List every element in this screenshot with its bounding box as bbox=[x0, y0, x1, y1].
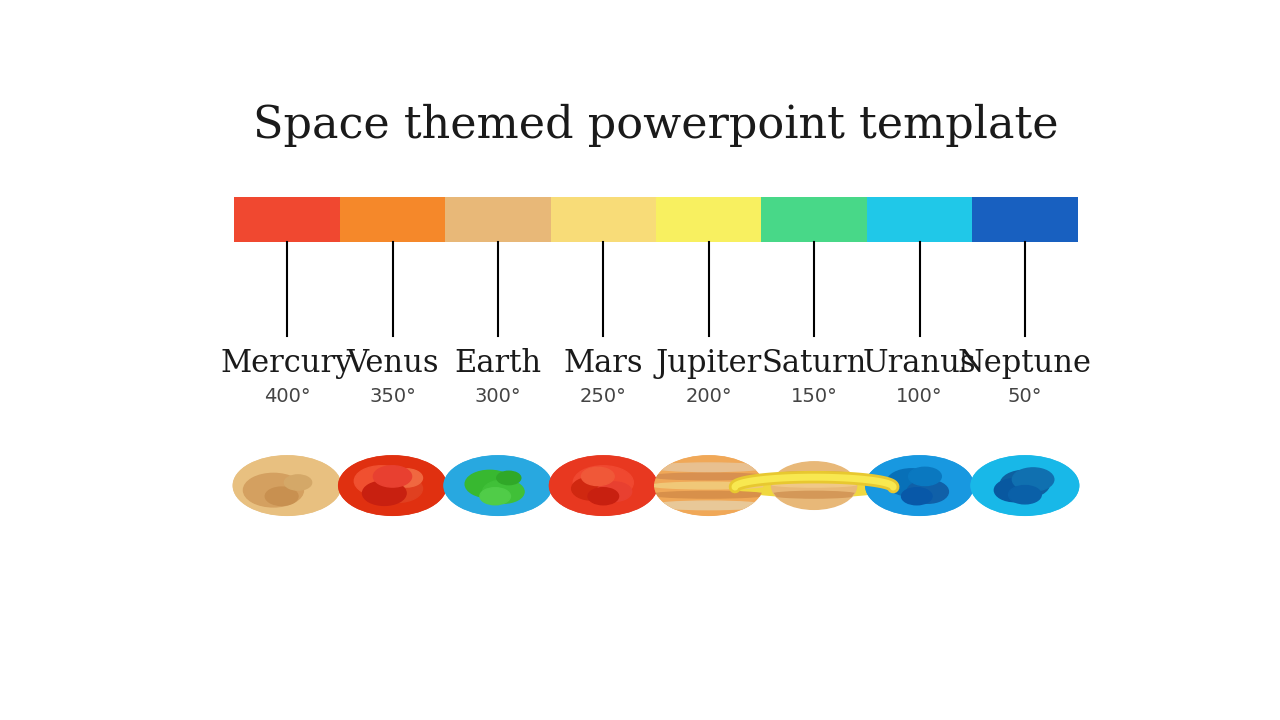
Ellipse shape bbox=[771, 481, 858, 487]
Text: 250°: 250° bbox=[580, 387, 627, 406]
Ellipse shape bbox=[771, 491, 858, 498]
Circle shape bbox=[362, 481, 406, 505]
Circle shape bbox=[497, 471, 521, 485]
Circle shape bbox=[887, 469, 936, 496]
Text: Venus: Venus bbox=[346, 348, 439, 379]
Text: Mercury: Mercury bbox=[221, 348, 353, 379]
Bar bbox=[234, 197, 339, 242]
Circle shape bbox=[573, 466, 634, 499]
Bar bbox=[657, 197, 762, 242]
Text: Earth: Earth bbox=[454, 348, 541, 379]
Text: 50°: 50° bbox=[1007, 387, 1042, 406]
Text: 100°: 100° bbox=[896, 387, 943, 406]
Text: Space themed powerpoint template: Space themed powerpoint template bbox=[253, 104, 1059, 147]
Circle shape bbox=[908, 480, 948, 503]
Circle shape bbox=[265, 487, 298, 505]
Circle shape bbox=[581, 467, 614, 485]
Circle shape bbox=[284, 475, 311, 490]
Circle shape bbox=[1001, 470, 1050, 498]
Circle shape bbox=[901, 487, 932, 505]
Text: Saturn: Saturn bbox=[762, 348, 867, 379]
Circle shape bbox=[654, 455, 763, 516]
Ellipse shape bbox=[652, 491, 765, 498]
Bar bbox=[550, 197, 657, 242]
Text: 350°: 350° bbox=[369, 387, 416, 406]
Ellipse shape bbox=[771, 472, 858, 478]
Bar bbox=[973, 197, 1078, 242]
Text: Neptune: Neptune bbox=[957, 348, 1092, 379]
Bar bbox=[867, 197, 973, 242]
Ellipse shape bbox=[652, 473, 765, 480]
Text: 400°: 400° bbox=[264, 387, 311, 406]
Circle shape bbox=[1012, 468, 1053, 491]
Circle shape bbox=[233, 455, 342, 516]
Circle shape bbox=[572, 477, 613, 500]
Text: 300°: 300° bbox=[475, 387, 521, 406]
Circle shape bbox=[374, 475, 422, 503]
Circle shape bbox=[390, 469, 422, 487]
Circle shape bbox=[970, 455, 1079, 516]
Circle shape bbox=[995, 479, 1036, 502]
Bar bbox=[762, 197, 867, 242]
Text: 150°: 150° bbox=[791, 387, 837, 406]
Circle shape bbox=[465, 470, 515, 498]
Bar bbox=[339, 197, 445, 242]
Circle shape bbox=[596, 482, 631, 501]
Circle shape bbox=[772, 462, 856, 509]
Ellipse shape bbox=[652, 482, 765, 489]
Circle shape bbox=[374, 466, 412, 487]
Circle shape bbox=[480, 487, 511, 505]
Ellipse shape bbox=[652, 463, 765, 472]
Text: Jupiter: Jupiter bbox=[655, 348, 762, 379]
Text: 200°: 200° bbox=[685, 387, 732, 406]
Circle shape bbox=[338, 455, 447, 516]
Circle shape bbox=[1009, 485, 1041, 504]
Ellipse shape bbox=[652, 501, 765, 510]
Circle shape bbox=[909, 467, 941, 485]
Text: Mars: Mars bbox=[563, 348, 643, 379]
Circle shape bbox=[243, 473, 303, 507]
Circle shape bbox=[443, 455, 553, 516]
Circle shape bbox=[865, 455, 974, 516]
Bar bbox=[445, 197, 550, 242]
Circle shape bbox=[355, 466, 408, 496]
Circle shape bbox=[549, 455, 658, 516]
Text: Uranus: Uranus bbox=[863, 348, 977, 379]
Circle shape bbox=[588, 487, 618, 505]
Ellipse shape bbox=[735, 477, 893, 497]
Circle shape bbox=[483, 480, 524, 503]
